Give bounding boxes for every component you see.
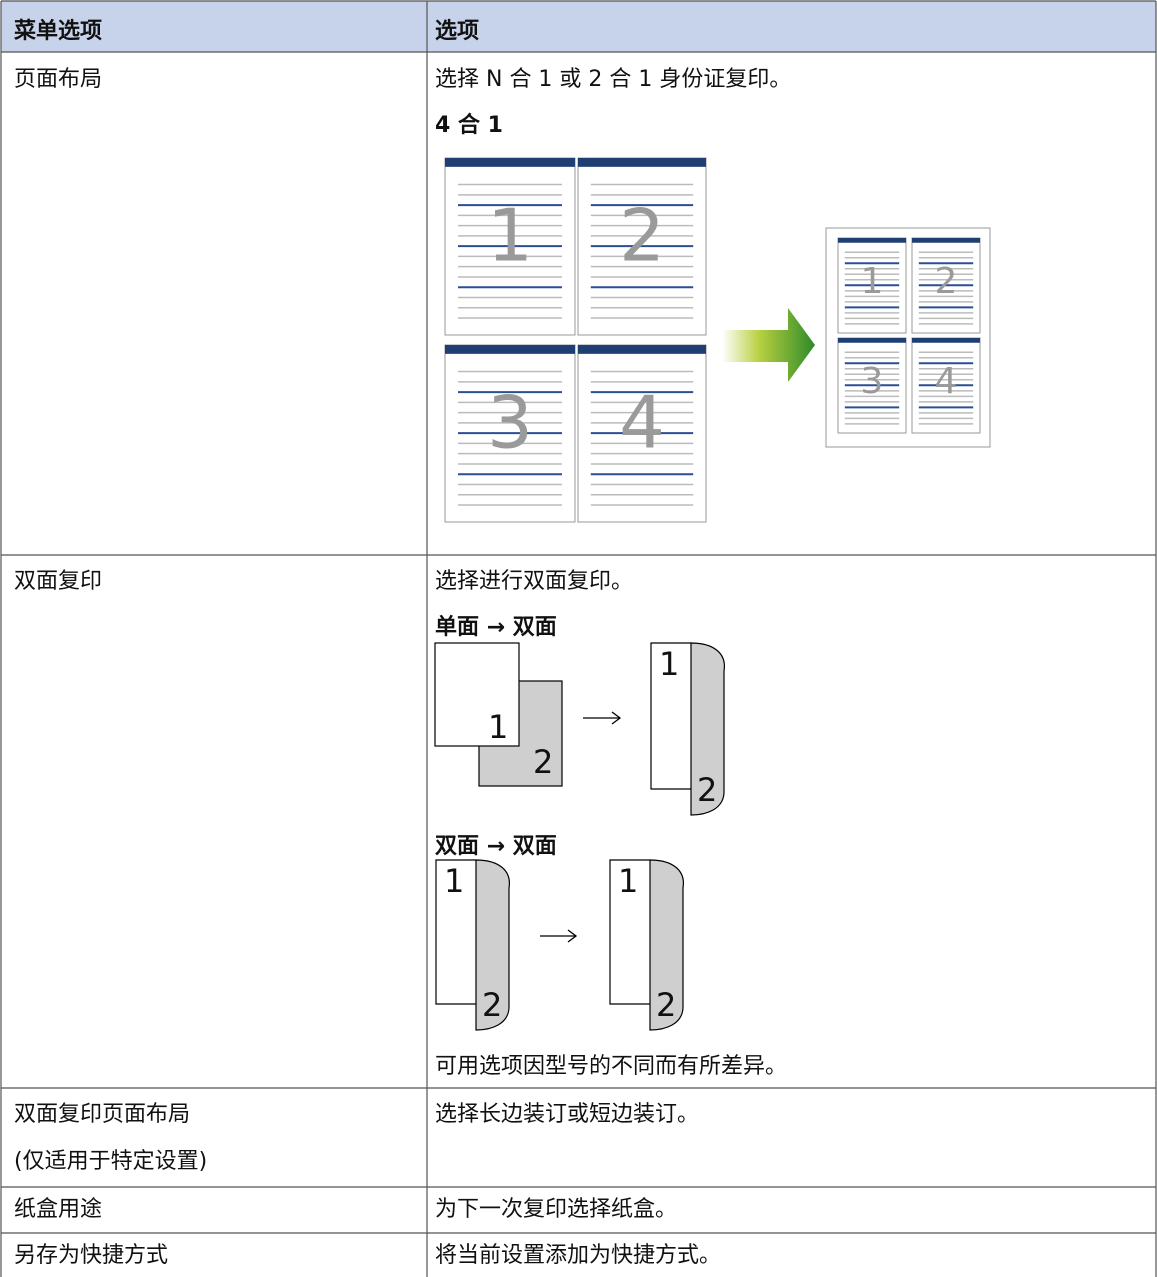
page-band — [445, 158, 575, 167]
page — [434, 642, 520, 747]
arrow-head — [611, 711, 622, 725]
page-band — [912, 338, 980, 343]
page-number: 2 — [656, 986, 676, 1024]
page-number: 4 — [619, 381, 665, 465]
option-cell: 为下一次复印选择纸盒。 — [435, 1197, 677, 1222]
page-band — [445, 345, 575, 354]
page-number: 2 — [935, 261, 958, 302]
option-cell: 选择 N 合 1 或 2 合 1 身份证复印。 — [435, 67, 791, 92]
menu-cell: 双面复印 — [14, 569, 102, 594]
figure-heading: 4 合 1 — [435, 112, 503, 138]
page-band — [578, 158, 706, 167]
page-number: 2 — [619, 194, 665, 278]
menu-cell: 双面复印页面布局 — [14, 1102, 190, 1127]
option-cell: 将当前设置添加为快捷方式。 — [435, 1243, 721, 1268]
page-number: 1 — [488, 708, 508, 746]
figure-heading: 单面 → 双面 — [435, 615, 557, 640]
page-band — [578, 345, 706, 354]
header-cell: 菜单选项 — [13, 19, 102, 44]
page-number: 1 — [487, 194, 533, 278]
page-number: 3 — [861, 361, 884, 402]
page-number: 1 — [618, 862, 638, 900]
page-band — [912, 238, 980, 243]
page-number: 1 — [444, 862, 464, 900]
page-number: 3 — [487, 381, 533, 465]
page-number: 2 — [533, 743, 553, 781]
page-number: 4 — [935, 361, 958, 402]
page-number: 1 — [861, 261, 884, 302]
duplex-page — [435, 859, 476, 1005]
arrow-head — [567, 929, 578, 943]
option-cell: 选择长边装订或短边装订。 — [435, 1102, 699, 1127]
page-number: 1 — [659, 645, 679, 683]
page-band — [838, 238, 906, 243]
menu-cell: 纸盒用途 — [14, 1197, 102, 1222]
menu-cell: (仅适用于特定设置) — [14, 1149, 207, 1174]
figure-heading: 双面 → 双面 — [435, 834, 557, 859]
page-band — [838, 338, 906, 343]
duplex-fold — [475, 859, 510, 1031]
note: 可用选项因型号的不同而有所差异。 — [435, 1054, 787, 1079]
duplex-fold — [690, 642, 725, 816]
option-cell: 选择进行双面复印。 — [435, 569, 633, 594]
duplex-page — [650, 642, 691, 790]
menu-cell: 页面布局 — [14, 67, 102, 92]
page-number: 2 — [697, 771, 717, 809]
duplex-page — [609, 859, 650, 1005]
page-number: 2 — [482, 986, 502, 1024]
menu-cell: 另存为快捷方式 — [14, 1243, 168, 1268]
header-cell: 选项 — [435, 19, 479, 44]
duplex-fold — [649, 859, 684, 1031]
header-bg — [1, 1, 1156, 52]
arrow — [722, 308, 815, 382]
